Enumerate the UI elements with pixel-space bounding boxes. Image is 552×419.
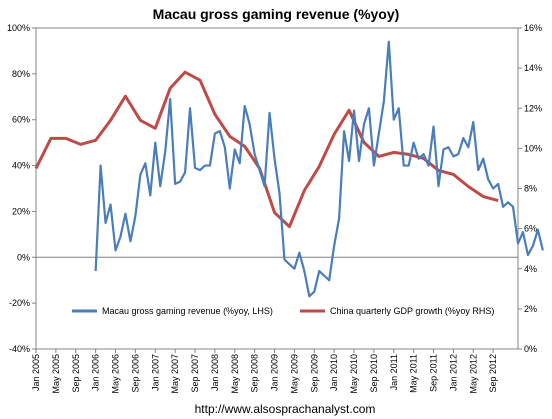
right-axis: 0% 2% 4% 6% 8% 10% 12% 14% 16% — [518, 23, 542, 354]
x-tick-label: May 2010 — [349, 354, 359, 394]
x-tick-label: Sep 2011 — [429, 354, 439, 392]
x-tick-label: Sep 2005 — [71, 354, 81, 393]
x-tick-label: May 2008 — [230, 354, 240, 394]
right-tick-label: 12% — [524, 103, 542, 113]
right-tick-label: 16% — [524, 23, 542, 33]
chart-title: Macau gross gaming revenue (%yoy) — [153, 6, 400, 22]
right-tick-label: 8% — [524, 184, 537, 194]
x-tick-label: May 2006 — [111, 354, 121, 394]
left-tick-label: -40% — [9, 344, 30, 354]
x-tick-label: May 2005 — [51, 354, 61, 394]
x-tick-label: Jan 2011 — [389, 354, 399, 390]
x-tick-label: Sep 2010 — [369, 354, 379, 393]
series-line-macau-gaming — [94, 40, 544, 298]
x-axis: Jan 2005 May 2005 Sep 2005 Jan 2006 May 2006… — [31, 349, 498, 394]
right-tick-label: 10% — [524, 143, 542, 153]
x-tick-label: Sep 2012 — [488, 354, 498, 393]
x-tick-label: Sep 2009 — [309, 354, 319, 393]
legend-label-gdp: China quarterly GDP growth (%yoy RHS) — [330, 306, 494, 316]
x-tick-label: Sep 2007 — [190, 354, 200, 393]
right-tick-label: 2% — [524, 304, 537, 314]
x-tick-label: May 2011 — [409, 354, 419, 393]
x-tick-label: Jan 2010 — [329, 354, 339, 391]
x-tick-label: Sep 2008 — [250, 354, 260, 393]
x-tick-label: May 2012 — [468, 354, 478, 394]
left-tick-label: -20% — [9, 298, 30, 308]
source-caption: http://www.alsosprachanalyst.com — [195, 402, 376, 416]
legend: Macau gross gaming revenue (%yoy, LHS) C… — [72, 306, 494, 316]
right-tick-label: 0% — [524, 344, 537, 354]
left-axis: -40% -20% 0% 20% 40% 60% 80% 100% — [7, 23, 36, 354]
legend-label-gaming: Macau gross gaming revenue (%yoy, LHS) — [102, 306, 273, 316]
left-tick-label: 60% — [12, 115, 30, 125]
plot-frame — [35, 27, 519, 350]
x-tick-label: Jan 2007 — [150, 354, 160, 391]
x-tick-label: Jan 2012 — [448, 354, 458, 391]
x-tick-label: Jan 2005 — [31, 354, 41, 391]
x-tick-label: Jan 2008 — [210, 354, 220, 391]
right-tick-label: 4% — [524, 264, 537, 274]
right-tick-label: 6% — [524, 224, 537, 234]
left-tick-label: 100% — [7, 23, 30, 33]
x-tick-label: Sep 2006 — [130, 354, 140, 393]
left-tick-label: 20% — [12, 206, 30, 216]
x-tick-label: Jan 2006 — [91, 354, 101, 391]
x-tick-label: Jan 2009 — [270, 354, 280, 391]
x-tick-label: May 2007 — [170, 354, 180, 394]
x-tick-label: May 2009 — [289, 354, 299, 394]
left-tick-label: 40% — [12, 161, 30, 171]
left-tick-label: 80% — [12, 69, 30, 79]
left-tick-label: 0% — [17, 252, 30, 262]
right-tick-label: 14% — [524, 63, 542, 73]
